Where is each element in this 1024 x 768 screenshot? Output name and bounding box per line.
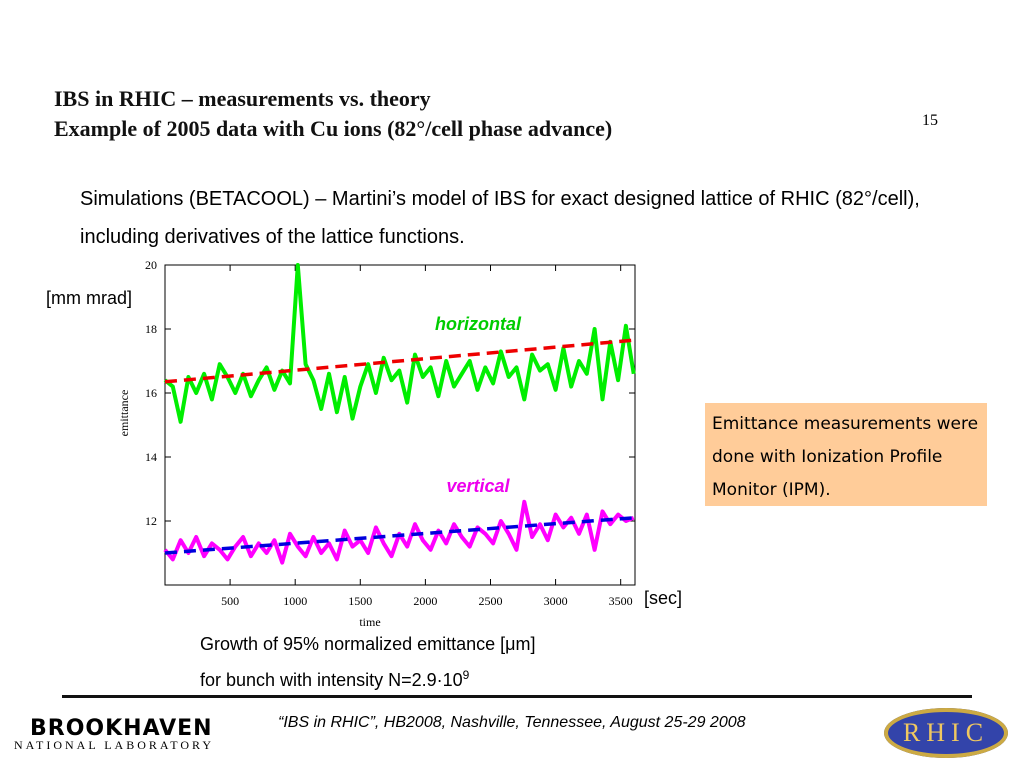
- citation: “IBS in RHIC”, HB2008, Nashville, Tennes…: [278, 714, 746, 731]
- annotation: vertical: [446, 476, 510, 496]
- y-tick-label: 18: [145, 322, 157, 336]
- caption: for bunch with intensity N=2.9·109: [200, 668, 469, 691]
- x-axis-label: time: [359, 615, 380, 629]
- caption: Growth of 95% normalized emittance [μm]: [200, 634, 536, 654]
- logo-left-sub: NATIONAL LABORATORY: [14, 738, 215, 752]
- annotation: horizontal: [435, 314, 522, 334]
- x-tick-label: 3000: [544, 594, 568, 608]
- footer-rule: [62, 695, 972, 698]
- x-unit: [sec]: [644, 588, 683, 608]
- title: IBS in RHIC – measurements vs. theory: [54, 86, 431, 111]
- plot-frame: [164, 264, 636, 586]
- page-number: 15: [922, 112, 938, 129]
- logo-left: BROOKHAVEN: [30, 716, 213, 741]
- x-tick-label: 500: [221, 594, 239, 608]
- subtitle: Example of 2005 data with Cu ions (82°/c…: [54, 116, 613, 141]
- series-line: [164, 516, 634, 555]
- logo-right: RHIC: [884, 708, 1008, 758]
- x-tick-label: 3500: [609, 594, 633, 608]
- series-line: [163, 499, 635, 565]
- y-tick-label: 14: [145, 450, 157, 464]
- x-tick-label: 2500: [478, 594, 502, 608]
- series-line: [163, 263, 636, 424]
- body-text: Simulations (BETACOOL) – Martini’s model…: [80, 188, 920, 248]
- y-axis-label: emittance: [117, 390, 131, 437]
- caption-text: for bunch with intensity N=2.9·10: [200, 670, 463, 690]
- x-tick-label: 1500: [348, 594, 372, 608]
- note-box: Emittance measurements were done with Io…: [705, 403, 987, 506]
- x-tick-label: 2000: [413, 594, 437, 608]
- y-tick-label: 12: [145, 514, 157, 528]
- y-tick-label: 20: [145, 258, 157, 272]
- caption-exponent: 9: [462, 668, 470, 682]
- y-tick-label: 16: [145, 386, 157, 400]
- y-unit: [mm mrad]: [46, 288, 133, 308]
- x-tick-label: 1000: [283, 594, 307, 608]
- series-line: [164, 338, 634, 384]
